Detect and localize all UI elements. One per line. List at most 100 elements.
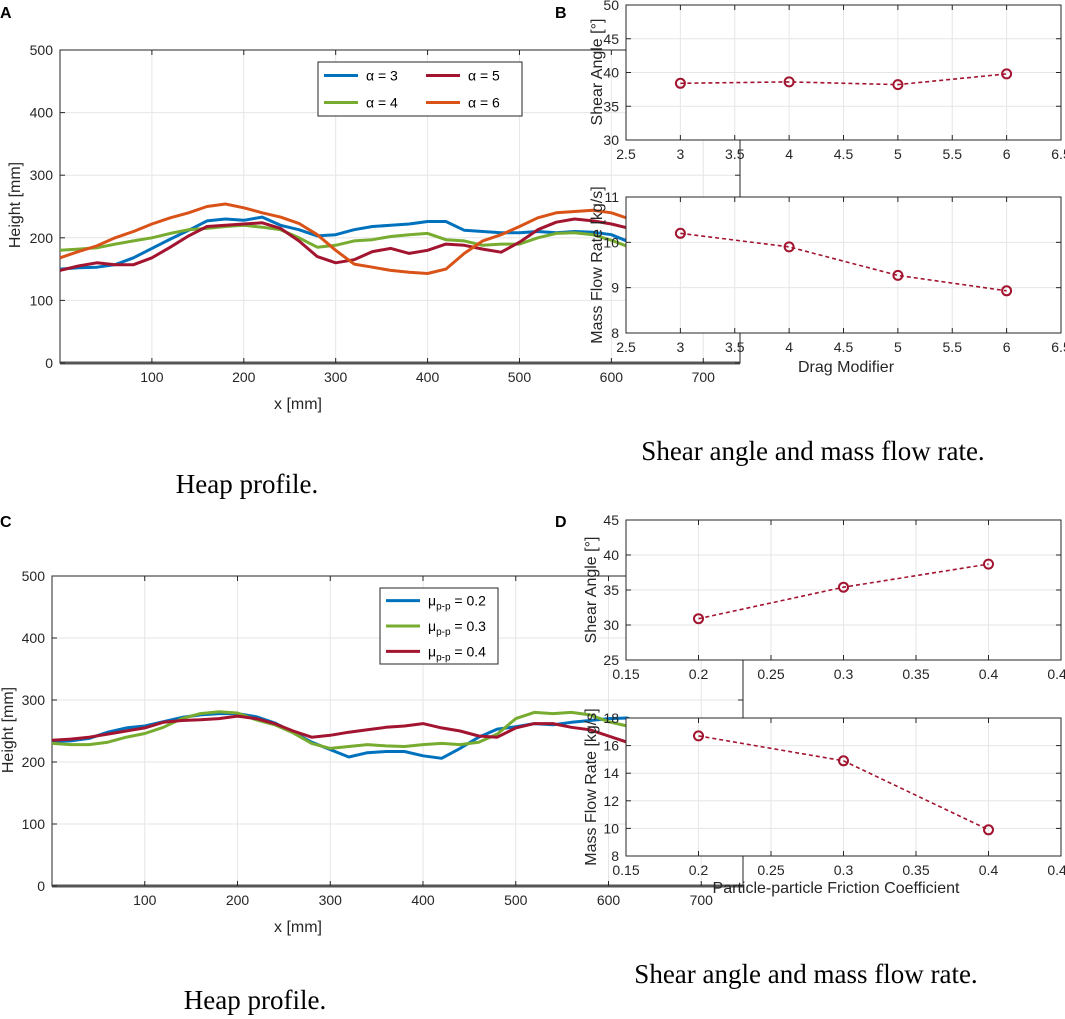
data-point [838, 755, 849, 767]
y-tick-label: 25 [603, 652, 619, 668]
data-point [1001, 68, 1013, 80]
panel-letter: A [0, 5, 12, 22]
data-point [983, 824, 994, 836]
x-tick-label: 0.2 [689, 666, 709, 682]
data-point [783, 241, 795, 253]
x-tick-label: 100 [140, 369, 164, 385]
x-tick-label: 2.5 [616, 146, 636, 162]
x-tick-label: 0.35 [902, 666, 929, 682]
caption: Shear angle and mass flow rate. [641, 436, 984, 466]
legend-label-1: α = 3 [366, 68, 398, 84]
x-tick-label: 6 [1003, 339, 1011, 355]
x-tick-label: 0.45 [1047, 666, 1065, 682]
x-tick-label: 5.5 [943, 339, 963, 355]
x-tick-label: 0.4 [979, 666, 999, 682]
series-line [698, 735, 989, 831]
legend-symbol: μ [428, 643, 436, 659]
y-tick-label: 40 [603, 65, 619, 81]
x-tick-label: 700 [690, 892, 714, 908]
y-tick-label: 10 [603, 234, 619, 250]
x-tick-label: 0.3 [834, 666, 854, 682]
subplot-2: 0.15 0.2 0.25 0.3 0.35 0.4 0.45 8 10 12 14 16 18 Part… [583, 708, 1065, 897]
data-point [983, 558, 994, 570]
x-tick-label: 300 [319, 892, 343, 908]
x-tick-label: 0.3 [834, 862, 854, 878]
y-tick-label: 50 [603, 0, 619, 13]
series-line [680, 232, 1007, 292]
y-axis-label: Height [mm] [7, 162, 24, 248]
x-tick-label: 300 [324, 369, 348, 385]
x-tick-label: 400 [411, 892, 435, 908]
y-tick-label: 500 [22, 568, 46, 584]
subplot-2: 2.5 3 3.5 4 4.5 5 5.5 6 6.5 8 9 10 11 Drag Modifier Ma… [589, 186, 1065, 376]
legend: μp-p = 0.2μp-p = 0.3μp-p = 0.4 [379, 587, 499, 665]
x-tick-label: 4.5 [834, 339, 854, 355]
y-tick-label: 100 [30, 292, 54, 308]
x-axis-label: x [mm] [274, 919, 322, 936]
x-tick-label: 0.15 [612, 666, 639, 682]
y-tick-label: 35 [603, 582, 619, 598]
legend-box [317, 61, 523, 117]
x-tick-label: 0.15 [612, 862, 639, 878]
x-tick-label: 6 [1003, 146, 1011, 162]
x-axis-label: Particle-particle Friction Coefficient [713, 880, 960, 897]
y-tick-label: 45 [603, 512, 619, 528]
data-point [693, 613, 704, 625]
y-tick-label: 14 [603, 765, 619, 781]
legend-label-4: α = 6 [468, 95, 500, 111]
legend-value: = 0.2 [451, 593, 487, 609]
x-tick-label: 6.5 [1051, 339, 1065, 355]
y-tick-label: 300 [22, 692, 46, 708]
legend-label-2: μp-p = 0.3 [428, 618, 486, 638]
y-tick-label: 300 [30, 167, 54, 183]
caption: Heap profile. [176, 469, 318, 499]
y-tick-label: 18 [603, 710, 619, 726]
y-axis-label: Shear Angle [°] [589, 19, 606, 126]
y-axis-label: Height [mm] [0, 687, 17, 773]
x-tick-label: 5 [894, 339, 902, 355]
data-point [838, 581, 849, 593]
y-tick-label: 500 [30, 42, 54, 58]
data-point [783, 76, 795, 88]
x-tick-label: 400 [416, 369, 440, 385]
panel-letter: C [0, 514, 12, 531]
x-tick-label: 0.45 [1047, 862, 1065, 878]
data-point [892, 269, 904, 281]
legend-label-1: μp-p = 0.2 [428, 593, 486, 613]
x-tick-label: 0.25 [757, 666, 784, 682]
legend-value: = 0.4 [451, 643, 487, 659]
y-tick-label: 0 [45, 355, 53, 371]
subplot-1: 0.15 0.2 0.25 0.3 0.35 0.4 0.45 25 30 35 40 45Shear… [583, 512, 1065, 682]
x-tick-label: 600 [597, 892, 621, 908]
legend: α = 3 α = 4 α = 5 α = 6 [317, 61, 523, 117]
y-tick-label: 11 [604, 189, 619, 205]
panel-letter: B [555, 5, 567, 22]
x-tick-label: 200 [226, 892, 250, 908]
panel-d: D0.150.20.250.30.350.40.452530354045Shea… [555, 512, 1065, 989]
data-point [1001, 285, 1013, 297]
legend-label-3: α = 5 [468, 68, 500, 84]
panel-letter: D [555, 514, 567, 531]
x-tick-label: 0.4 [979, 862, 999, 878]
legend-subscript: p-p [436, 602, 451, 613]
y-tick-label: 400 [22, 630, 46, 646]
caption: Shear angle and mass flow rate. [634, 959, 977, 989]
y-tick-label: 100 [22, 816, 46, 832]
x-tick-label: 3.5 [725, 146, 745, 162]
x-tick-label: 0.2 [689, 862, 709, 878]
legend-label-2: α = 4 [366, 95, 398, 111]
y-axis-label: Mass Flow Rate [kg/s] [583, 708, 600, 865]
x-tick-label: 2.5 [616, 339, 636, 355]
caption: Heap profile. [184, 985, 326, 1015]
x-tick-label: 5 [894, 146, 902, 162]
x-tick-label: 100 [133, 892, 157, 908]
legend-subscript: p-p [436, 652, 451, 663]
y-tick-label: 45 [603, 31, 619, 47]
data-point [674, 227, 686, 239]
y-tick-label: 400 [30, 105, 54, 121]
x-tick-label: 500 [504, 892, 528, 908]
legend-subscript: p-p [436, 627, 451, 638]
y-tick-label: 16 [603, 738, 619, 754]
y-tick-label: 8 [611, 325, 619, 341]
